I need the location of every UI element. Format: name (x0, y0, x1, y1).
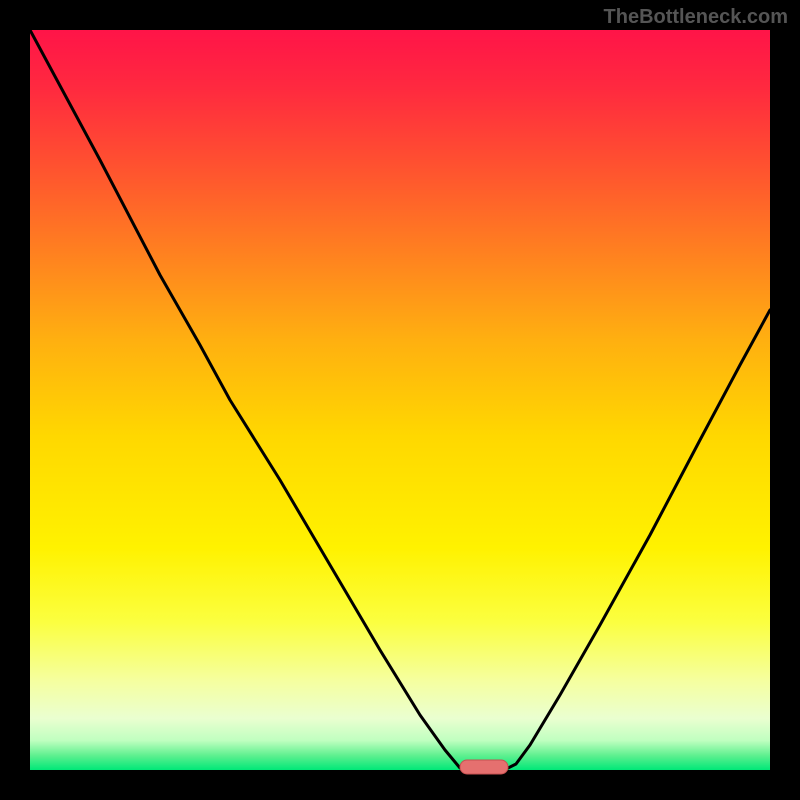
bottleneck-chart (0, 0, 800, 800)
chart-container: TheBottleneck.com (0, 0, 800, 800)
plot-background (30, 30, 770, 770)
watermark-text: TheBottleneck.com (604, 6, 788, 29)
optimal-marker (460, 760, 508, 774)
